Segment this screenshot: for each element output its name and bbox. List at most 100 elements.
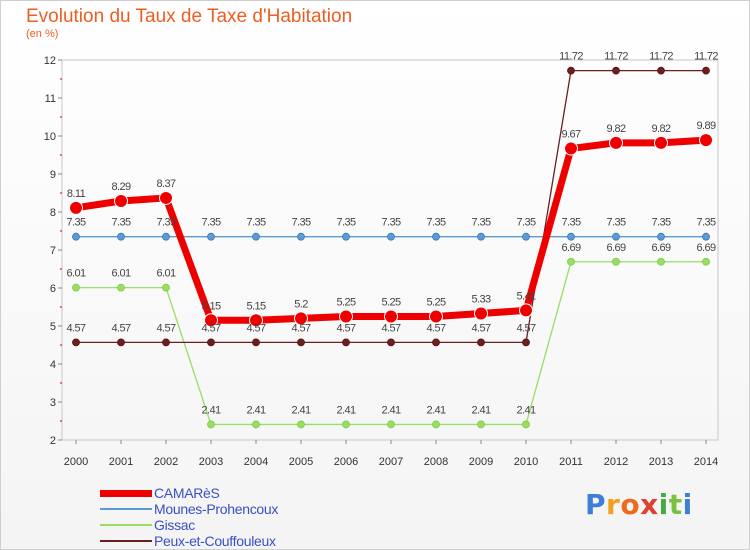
legend: CAMARèS Mounes-Prohencoux Gissac Peux-et… (100, 485, 360, 549)
y-tick-label: 3 (50, 397, 56, 409)
data-label-mounes-prohencoux: 7.35 (156, 217, 175, 229)
data-label-peux-et-couffouleux: 4.57 (156, 322, 175, 334)
data-label-peux-et-couffouleux: 4.57 (471, 322, 490, 334)
data-point-gissac (207, 420, 215, 429)
data-point-gissac (522, 420, 530, 429)
data-label-gissac: 2.41 (291, 404, 310, 416)
x-tick-label: 2014 (694, 456, 718, 468)
legend-item-mounes-prohencoux: Mounes-Prohencoux (100, 501, 360, 517)
data-point-gissac (432, 420, 440, 429)
logo-letter: i (658, 488, 669, 521)
data-point-camares (159, 190, 173, 205)
x-tick-label: 2010 (514, 456, 538, 468)
x-tick-label: 2005 (289, 456, 313, 468)
x-tick-label: 2012 (604, 456, 628, 468)
data-point-gissac (162, 283, 170, 292)
data-point-camares (294, 311, 308, 326)
data-point-camares (204, 313, 218, 328)
x-tick-label: 2007 (379, 456, 403, 468)
proxiti-logo: Proxiti (585, 488, 693, 521)
data-label-gissac: 6.01 (156, 268, 175, 280)
data-label-peux-et-couffouleux: 11.72 (694, 51, 718, 63)
legend-label-gissac: Gissac (154, 517, 195, 533)
data-point-peux-et-couffouleux (477, 338, 485, 347)
data-label-mounes-prohencoux: 7.35 (426, 217, 445, 229)
x-tick-label: 2009 (469, 456, 493, 468)
data-point-peux-et-couffouleux (522, 338, 530, 347)
legend-item-gissac: Gissac (100, 517, 360, 533)
data-point-mounes-prohencoux (117, 232, 125, 241)
logo-letter: o (620, 488, 641, 521)
data-label-mounes-prohencoux: 7.35 (696, 217, 715, 229)
data-label-gissac: 6.01 (111, 268, 130, 280)
x-tick-label: 2008 (424, 456, 448, 468)
data-point-peux-et-couffouleux (612, 66, 620, 75)
data-label-peux-et-couffouleux: 11.72 (604, 51, 628, 63)
legend-item-peux-et-couffouleux: Peux-et-Couffouleux (100, 533, 360, 549)
data-label-camar-s: 8.29 (111, 181, 130, 193)
legend-swatch-gissac (100, 524, 152, 526)
data-label-gissac: 6.69 (561, 242, 580, 254)
data-point-mounes-prohencoux (612, 232, 620, 241)
data-point-mounes-prohencoux (702, 232, 710, 241)
y-tick-label: 10 (44, 131, 56, 143)
data-point-mounes-prohencoux (657, 232, 665, 241)
x-tick-label: 2002 (154, 456, 178, 468)
data-label-gissac: 6.01 (66, 268, 85, 280)
data-point-gissac (657, 257, 665, 266)
data-label-camar-s: 9.89 (696, 120, 715, 132)
data-point-mounes-prohencoux (342, 232, 350, 241)
data-label-camar-s: 5.25 (426, 297, 445, 309)
data-point-peux-et-couffouleux (207, 338, 215, 347)
data-point-mounes-prohencoux (297, 232, 305, 241)
legend-label-peux-et-couffouleux: Peux-et-Couffouleux (154, 533, 276, 549)
legend-swatch-peux-et-couffouleux (100, 540, 152, 542)
logo-letter: i (682, 488, 693, 521)
data-label-gissac: 2.41 (381, 404, 400, 416)
data-label-gissac: 2.41 (516, 404, 535, 416)
data-point-gissac (297, 420, 305, 429)
y-tick-label: 8 (50, 207, 56, 219)
data-label-camar-s: 5.2 (294, 298, 308, 310)
x-tick-label: 2004 (244, 456, 268, 468)
x-tick-label: 2001 (109, 456, 133, 468)
y-tick-label: 2 (50, 435, 56, 447)
data-point-mounes-prohencoux (567, 232, 575, 241)
legend-label-camares: CAMARèS (154, 485, 220, 501)
data-point-peux-et-couffouleux (432, 338, 440, 347)
data-point-gissac (72, 283, 80, 292)
data-label-mounes-prohencoux: 7.35 (201, 217, 220, 229)
data-point-peux-et-couffouleux (297, 338, 305, 347)
data-label-camar-s: 8.37 (156, 178, 175, 190)
data-point-mounes-prohencoux (252, 232, 260, 241)
data-point-camares (339, 309, 353, 324)
y-tick-label: 4 (50, 359, 56, 371)
data-point-mounes-prohencoux (387, 232, 395, 241)
legend-label-mounes-prohencoux: Mounes-Prohencoux (154, 501, 279, 517)
data-label-camar-s: 5.33 (471, 293, 490, 305)
data-point-mounes-prohencoux (477, 232, 485, 241)
data-point-peux-et-couffouleux (117, 338, 125, 347)
y-axis-label: (en %) (26, 28, 59, 40)
data-label-peux-et-couffouleux: 4.57 (201, 322, 220, 334)
data-label-mounes-prohencoux: 7.35 (246, 217, 265, 229)
data-label-mounes-prohencoux: 7.35 (336, 217, 355, 229)
data-point-camares (114, 193, 128, 208)
data-label-peux-et-couffouleux: 4.57 (336, 322, 355, 334)
data-label-camar-s: 5.15 (246, 300, 265, 312)
data-point-gissac (612, 257, 620, 266)
data-label-gissac: 2.41 (201, 404, 220, 416)
data-point-peux-et-couffouleux (162, 338, 170, 347)
legend-swatch-camares (100, 490, 152, 497)
data-label-mounes-prohencoux: 7.35 (381, 217, 400, 229)
data-point-mounes-prohencoux (162, 232, 170, 241)
data-point-mounes-prohencoux (72, 232, 80, 241)
data-label-camar-s: 5.25 (381, 297, 400, 309)
data-label-mounes-prohencoux: 7.35 (606, 217, 625, 229)
data-label-peux-et-couffouleux: 4.57 (246, 322, 265, 334)
data-point-camares (249, 313, 263, 328)
data-point-camares (69, 200, 83, 215)
logo-letter: t (668, 488, 683, 521)
data-point-peux-et-couffouleux (252, 338, 260, 347)
data-label-gissac: 6.69 (696, 242, 715, 254)
